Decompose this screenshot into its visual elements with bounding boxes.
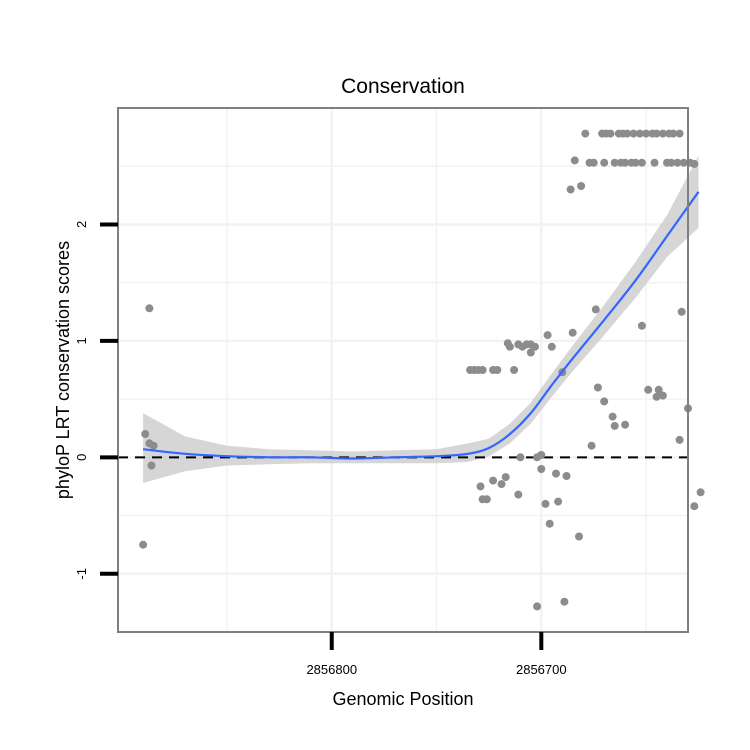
- data-point: [505, 342, 514, 351]
- data-point: [642, 129, 651, 138]
- y-axis-title: phyloP LRT conservation scores: [53, 241, 73, 499]
- data-point: [658, 391, 667, 400]
- data-point: [482, 495, 491, 504]
- data-point: [547, 342, 556, 351]
- data-point: [690, 502, 699, 511]
- data-point: [537, 451, 546, 459]
- x-tick-label: 2856700: [516, 662, 567, 677]
- data-point: [696, 488, 705, 497]
- data-point: [554, 497, 563, 506]
- data-point: [652, 129, 661, 138]
- data-point: [537, 465, 546, 473]
- data-point: [552, 469, 560, 478]
- data-point: [575, 532, 583, 541]
- data-point: [510, 366, 519, 374]
- data-point: [545, 519, 554, 528]
- data-point: [587, 441, 596, 450]
- data-point: [621, 420, 630, 429]
- grid-lines: [118, 108, 688, 632]
- data-point: [650, 158, 659, 167]
- x-axis: 2856800 2856700: [306, 632, 567, 677]
- data-point: [652, 392, 661, 401]
- data-point: [606, 129, 615, 138]
- data-point: [610, 158, 619, 167]
- data-point: [141, 430, 150, 438]
- data-point: [644, 385, 653, 394]
- x-axis-title: Genomic Position: [332, 689, 473, 709]
- smooth-line: [142, 191, 700, 460]
- data-point: [600, 158, 609, 167]
- data-point: [543, 331, 552, 340]
- data-point: [621, 158, 630, 167]
- data-point: [516, 453, 525, 462]
- data-point: [533, 602, 542, 611]
- data-point: [635, 129, 644, 138]
- data-point: [478, 366, 487, 374]
- data-point: [654, 385, 663, 394]
- data-point: [501, 473, 510, 482]
- plot-panel-border: [117, 107, 689, 633]
- data-point: [637, 158, 646, 167]
- smooth-line-layer: [142, 191, 700, 460]
- data-point: [568, 328, 577, 337]
- x-tick-label: 2856800: [306, 662, 357, 677]
- data-point: [147, 461, 156, 470]
- data-point: [497, 480, 506, 489]
- data-point: [560, 597, 569, 606]
- y-tick-label: 1: [74, 337, 89, 344]
- data-point: [531, 342, 539, 351]
- data-point: [589, 158, 598, 167]
- data-point: [610, 421, 619, 430]
- y-axis: -1 0 1 2: [74, 221, 118, 580]
- data-point: [593, 383, 602, 392]
- data-point: [489, 476, 498, 485]
- data-point: [675, 129, 684, 138]
- data-point: [675, 435, 684, 444]
- data-point: [673, 158, 682, 167]
- data-point: [476, 482, 485, 491]
- data-point: [526, 348, 535, 357]
- data-point: [658, 129, 667, 138]
- data-point: [669, 129, 678, 138]
- data-point: [145, 304, 154, 313]
- data-point: [577, 182, 586, 190]
- data-point: [600, 397, 609, 406]
- data-point: [608, 412, 617, 421]
- data-point: [514, 490, 523, 499]
- y-tick-label: 2: [74, 221, 89, 228]
- data-point: [541, 499, 550, 508]
- data-points: [139, 129, 705, 611]
- data-point: [623, 129, 632, 138]
- confidence-band: [143, 155, 699, 483]
- confidence-band-layer: [143, 155, 699, 483]
- data-point: [629, 129, 638, 138]
- data-point: [139, 540, 148, 549]
- y-tick-label: -1: [74, 568, 89, 580]
- data-point: [562, 472, 571, 480]
- data-point: [581, 129, 590, 138]
- data-point: [149, 441, 158, 450]
- data-point: [677, 307, 686, 316]
- data-point: [690, 159, 699, 168]
- data-point: [591, 305, 600, 314]
- data-point: [637, 321, 646, 330]
- plot-panel: [118, 108, 688, 632]
- data-point: [493, 366, 502, 374]
- data-point: [667, 158, 676, 167]
- data-point: [631, 158, 640, 167]
- data-point: [570, 156, 579, 165]
- data-point: [679, 158, 688, 167]
- chart-title: Conservation: [341, 75, 465, 98]
- data-point: [566, 185, 575, 194]
- y-tick-label: 0: [74, 454, 89, 461]
